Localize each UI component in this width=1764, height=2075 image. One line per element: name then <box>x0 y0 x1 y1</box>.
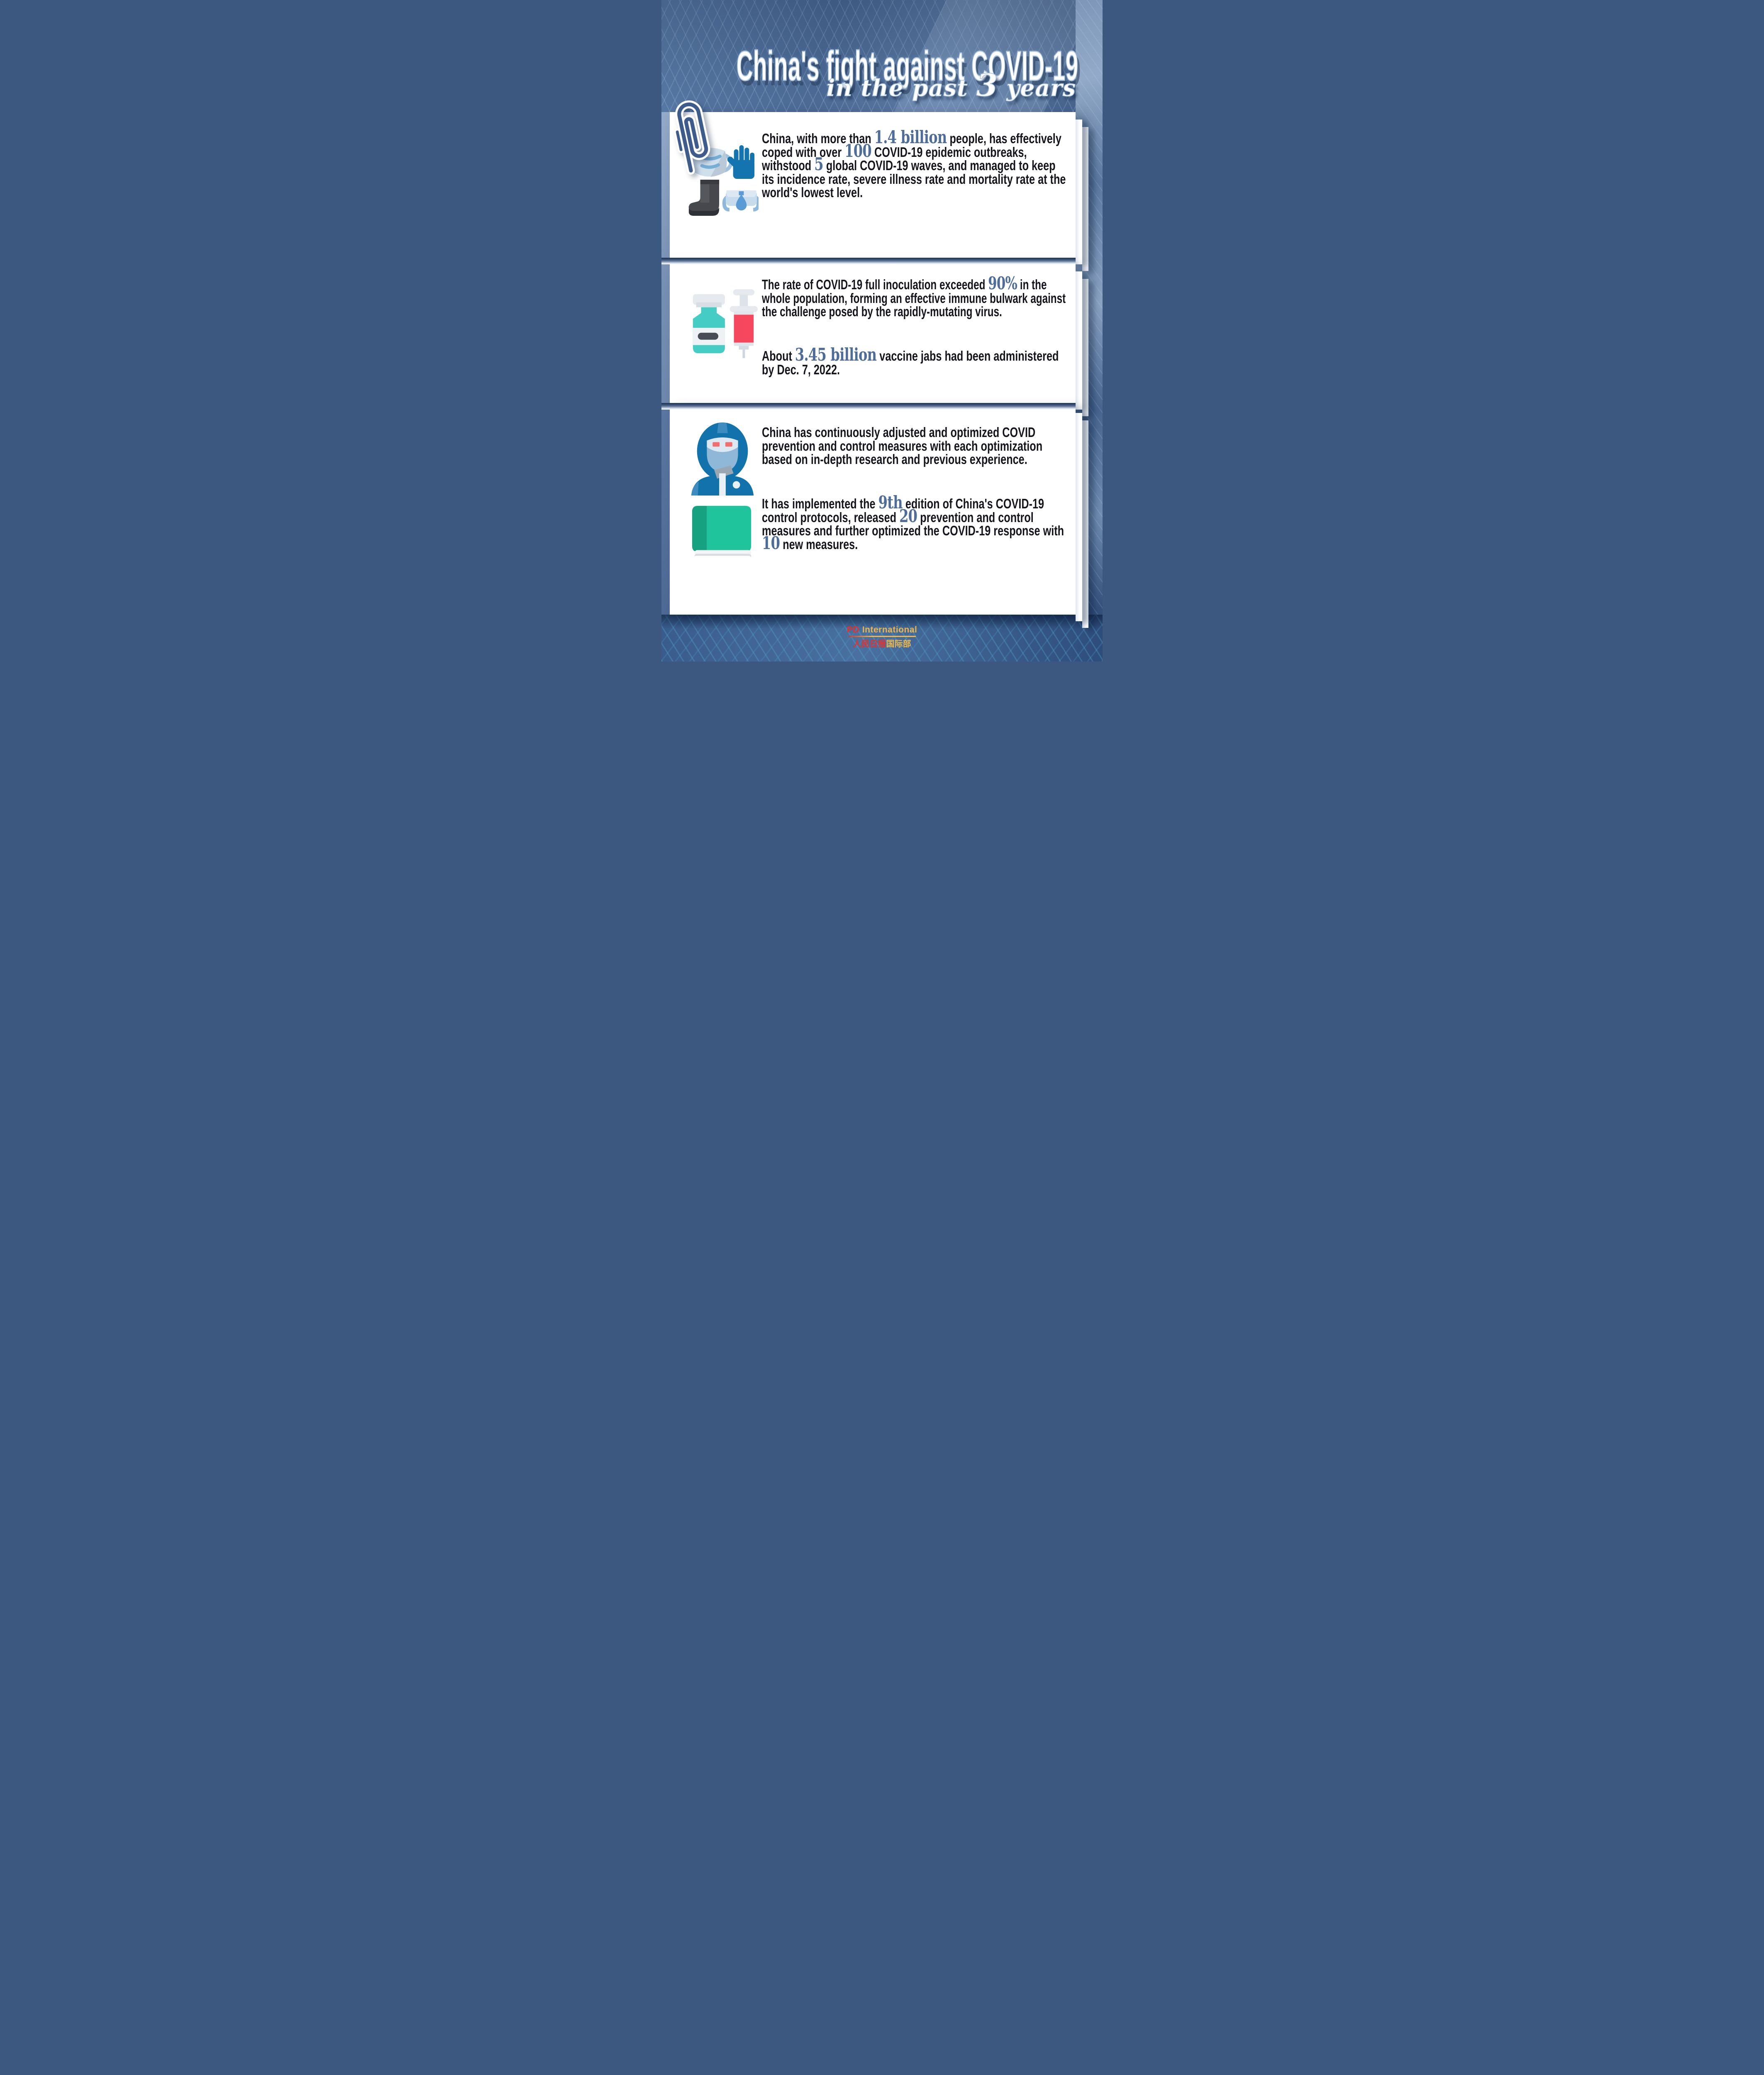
hazmat-hood <box>697 422 748 480</box>
stat-number: 20 <box>899 505 917 526</box>
publisher-logo-english: PD International <box>661 625 1103 635</box>
brand-cn-gold-text: 国际部 <box>886 639 911 649</box>
brand-pd-text: PD <box>847 625 859 635</box>
infographic-poster: China's fight against COVID-19 in the pa… <box>661 0 1103 662</box>
stat-number: 9th <box>878 492 903 513</box>
glove-icon <box>727 145 755 179</box>
vaccine-vial-and-syringe-icon <box>693 289 758 359</box>
stat-number: 90% <box>988 273 1017 293</box>
info-card-optimized-measures: China has continuously adjusted and opti… <box>670 405 1088 628</box>
brand-international-text: International <box>862 625 917 635</box>
card-paragraph: China, with more than 1.4 billion people… <box>762 127 1066 200</box>
subtitle-pre: in the past <box>826 74 976 101</box>
hazmat-shoulders <box>691 465 754 496</box>
card-paragraph: China has continuously adjusted and opti… <box>762 425 1043 467</box>
card-paragraph: It has implemented the 9th edition of Ch… <box>762 492 1064 553</box>
paperclip-icon <box>674 100 710 175</box>
stat-number: 5 <box>814 154 823 174</box>
medical-worker-protective-suit-icon <box>691 422 754 496</box>
card-gap-shadow <box>661 403 1076 410</box>
info-card-vaccination: The rate of COVID-19 full inoculation ex… <box>670 264 1088 416</box>
stat-number: 100 <box>844 140 872 161</box>
publisher-logo: PD International 人民日报国际部 <box>661 625 1103 649</box>
goggles-icon <box>722 190 759 212</box>
vaccine-vial-icon <box>693 294 725 354</box>
card-gap-shadow <box>661 258 1076 264</box>
stat-number: 3.45 billion <box>795 344 877 365</box>
boot-icon <box>688 179 720 216</box>
protocol-book-icon <box>692 505 751 561</box>
stat-number: 10 <box>762 532 780 553</box>
subtitle-number: 3 <box>976 67 998 103</box>
poster-subtitle: in the past 3 years <box>826 67 1076 103</box>
card-paragraph: The rate of COVID-19 full inoculation ex… <box>762 273 1066 319</box>
brand-cn-red-text: 人民日报 <box>853 639 886 649</box>
brand-underline <box>848 636 916 637</box>
stat-number: 1.4 billion <box>874 127 947 147</box>
poster-title: China's fight against COVID-19 <box>736 42 1078 89</box>
syringe-icon <box>730 289 758 359</box>
publisher-logo-chinese: 人民日报国际部 <box>661 639 1103 649</box>
subtitle-post: years <box>998 74 1076 101</box>
left-accent-strip-lower <box>661 403 670 615</box>
info-card-epidemic-response: China, with more than 1.4 billion people… <box>670 112 1088 271</box>
card-paragraph: About 3.45 billion vaccine jabs had been… <box>762 344 1059 377</box>
